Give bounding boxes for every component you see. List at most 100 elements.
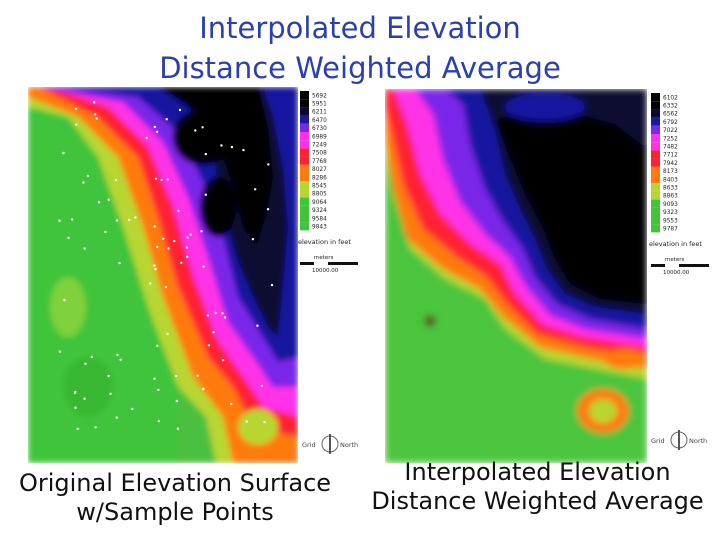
legend-value-label: 9843 — [312, 225, 327, 231]
sample-point — [202, 265, 205, 268]
legend-swatch — [300, 205, 309, 214]
sample-point — [116, 353, 119, 357]
legend-swatch — [300, 156, 309, 165]
legend-swatch — [651, 142, 660, 151]
sample-point — [149, 282, 152, 285]
sample-point — [128, 218, 131, 222]
sample-point — [194, 129, 197, 132]
legend-swatch — [651, 183, 660, 192]
sample-point — [145, 136, 148, 140]
legend-title: elevation in feet — [649, 240, 702, 248]
sample-point — [74, 406, 77, 409]
sample-point — [204, 193, 207, 196]
north-arrow-north-label: North — [689, 437, 707, 445]
sample-point — [153, 125, 157, 129]
sample-point — [266, 208, 270, 211]
sample-point — [212, 331, 215, 334]
sample-point — [73, 391, 77, 394]
original-elevation-surface — [28, 87, 298, 463]
legend-swatch — [651, 125, 660, 134]
sample-point — [260, 384, 264, 388]
sample-point — [200, 230, 203, 233]
sample-point — [115, 416, 118, 419]
legend-value-label: 8863 — [663, 194, 678, 200]
sample-point — [93, 113, 97, 116]
scale-bar-value: 10000.00 — [312, 268, 339, 274]
interpolated-elevation-surface — [385, 89, 647, 463]
sample-point — [175, 374, 178, 378]
sample-point — [166, 332, 169, 336]
sample-point — [74, 107, 78, 111]
legend-value-label: 9553 — [663, 218, 678, 224]
legend-value-label: 9064 — [312, 200, 327, 206]
north-arrow: Grid North — [651, 430, 707, 450]
legend-value-label: 6730 — [312, 126, 327, 132]
legend-value-label: 7022 — [663, 128, 678, 134]
sample-point — [114, 178, 118, 182]
legend-swatch — [300, 91, 309, 100]
legend-swatch — [300, 148, 309, 157]
sample-point — [242, 148, 245, 152]
legend-value-label: 6562 — [663, 112, 678, 118]
sample-point — [90, 355, 93, 359]
legend-swatch — [300, 99, 309, 108]
right-map-caption-line2: Distance Weighted Average — [371, 487, 704, 515]
legend-swatch — [300, 132, 309, 141]
sample-point — [62, 151, 65, 155]
sample-point — [221, 359, 225, 362]
sample-point — [107, 374, 110, 378]
sample-point — [230, 145, 234, 149]
legend-swatch — [651, 158, 660, 167]
legend-value-label: 9787 — [663, 227, 678, 233]
legend-value-label: 8403 — [663, 177, 678, 183]
sample-point — [202, 387, 205, 391]
sample-point — [58, 219, 61, 222]
legend-swatch — [651, 150, 660, 159]
legend-value-label: 6989 — [312, 134, 327, 140]
sample-point — [196, 374, 199, 377]
sample-point — [175, 399, 178, 403]
sample-point — [156, 344, 159, 347]
sample-point — [251, 238, 255, 241]
sample-point — [204, 152, 207, 156]
sample-point — [176, 427, 180, 430]
legend-swatch — [300, 214, 309, 223]
sample-point — [63, 298, 66, 302]
legend-value-label: 8027 — [312, 167, 327, 173]
north-arrow: Grid North — [302, 434, 358, 454]
legend-value-label: 7712 — [663, 153, 678, 159]
sample-point — [164, 285, 168, 289]
legend-value-label: 8805 — [312, 192, 327, 198]
scale-bar-value: 10000.00 — [663, 270, 690, 276]
sample-point — [84, 362, 87, 365]
legend-swatch — [651, 166, 660, 175]
sample-point — [75, 123, 78, 126]
legend-value-label: 9324 — [312, 208, 327, 214]
sample-point — [83, 247, 86, 250]
sample-point — [177, 209, 180, 213]
legend-swatch — [651, 207, 660, 216]
sample-point — [189, 233, 192, 236]
sample-point — [119, 358, 122, 361]
legend-swatch — [651, 134, 660, 143]
sample-point — [154, 177, 158, 180]
interpolated-elevation-map-panel: 6102 6332 6562 6792 7022 7252 7482 7712 7942 8173… — [385, 89, 709, 463]
sample-point — [107, 198, 110, 201]
legend-swatch — [651, 199, 660, 208]
legend-swatch — [651, 175, 660, 184]
scale-bar: meters 10000.00 — [300, 255, 358, 274]
sample-point — [153, 377, 156, 380]
right-map-caption-line1: Interpolated Elevation — [404, 458, 671, 486]
legend-value-label: 6470 — [312, 118, 327, 124]
sample-point — [93, 101, 96, 104]
sample-point — [221, 312, 224, 315]
sample-point — [82, 181, 85, 184]
sample-point — [70, 218, 74, 221]
sample-point — [153, 264, 156, 267]
legend-value-label: 6211 — [312, 110, 327, 116]
sample-point — [206, 314, 209, 317]
legend-swatch — [651, 93, 660, 102]
scale-bar: meters 10000.00 — [651, 257, 709, 276]
legend-swatch — [651, 224, 660, 233]
sample-point — [58, 350, 62, 353]
